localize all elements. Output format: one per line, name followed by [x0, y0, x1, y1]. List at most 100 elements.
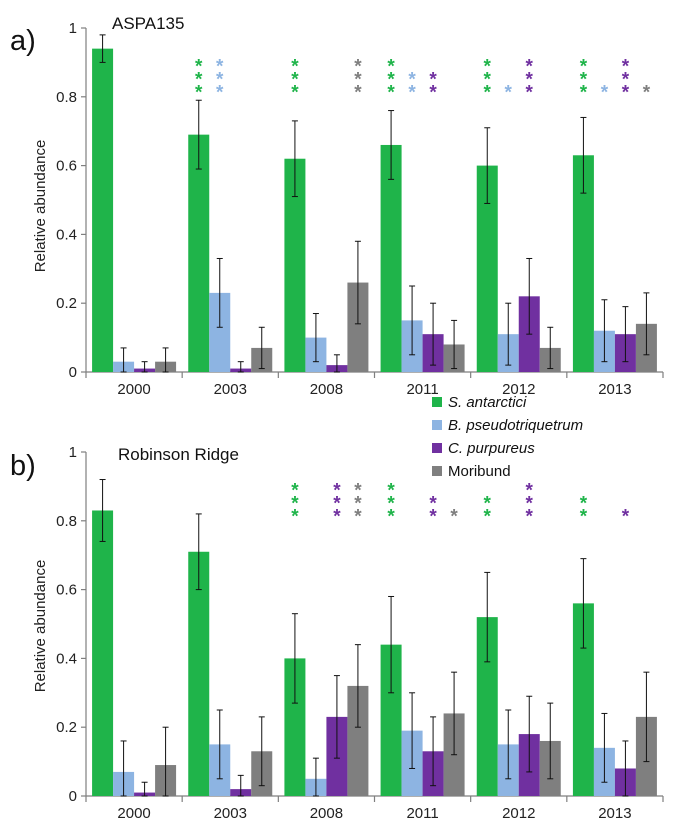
legend-swatch-b-pseudotriquetrum	[432, 420, 442, 430]
significance-star: *	[291, 480, 299, 501]
x-tick-label: 2008	[310, 805, 343, 822]
legend: S. antarctici B. pseudotriquetrum C. pur…	[432, 394, 583, 480]
x-tick-label: 2000	[117, 381, 150, 398]
bar	[188, 134, 210, 372]
bar	[188, 551, 210, 796]
x-tick-label: 2011	[406, 381, 438, 398]
panel-title: ASPA135	[112, 14, 184, 33]
significance-star: *	[333, 480, 341, 501]
significance-star: *	[354, 493, 362, 514]
significance-star: *	[526, 480, 534, 501]
panel-letter: a)	[10, 25, 36, 57]
significance-star: *	[387, 480, 395, 501]
y-tick-label: 0.4	[56, 650, 77, 667]
significance-star: *	[526, 493, 534, 514]
significance-star: *	[387, 493, 395, 514]
y-axis-label: Relative abundance	[32, 560, 49, 693]
x-tick-label: 2013	[598, 381, 631, 398]
bar	[209, 292, 231, 372]
significance-star: *	[429, 493, 437, 514]
significance-star: *	[526, 69, 534, 90]
y-tick-label: 0.4	[56, 226, 77, 243]
significance-star: *	[291, 493, 299, 514]
x-tick-label: 2012	[502, 381, 535, 398]
x-tick-label: 2011	[406, 805, 438, 822]
bar	[284, 658, 306, 796]
significance-star: *	[387, 69, 395, 90]
significance-star: *	[354, 506, 362, 527]
legend-label: C. purpureus	[448, 440, 535, 457]
y-tick-label: 1	[69, 444, 77, 461]
bar	[380, 144, 402, 372]
significance-star: *	[505, 82, 513, 103]
legend-swatch-moribund	[432, 466, 442, 476]
significance-star: *	[484, 82, 492, 103]
y-tick-label: 0.2	[56, 295, 77, 312]
x-tick-label: 2012	[502, 805, 535, 822]
significance-star: *	[429, 506, 437, 527]
significance-star: *	[354, 82, 362, 103]
significance-star: *	[450, 506, 458, 527]
significance-star: *	[387, 82, 395, 103]
x-tick-label: 2003	[214, 805, 247, 822]
significance-star: *	[354, 480, 362, 501]
panel-title: Robinson Ridge	[118, 445, 239, 464]
significance-star: *	[195, 56, 203, 77]
y-tick-label: 0.8	[56, 89, 77, 106]
legend-label: B. pseudotriquetrum	[448, 417, 583, 434]
significance-star: *	[354, 69, 362, 90]
significance-star: *	[622, 56, 630, 77]
significance-star: *	[526, 506, 534, 527]
significance-star: *	[333, 506, 341, 527]
significance-star: *	[622, 506, 630, 527]
significance-star: *	[526, 56, 534, 77]
significance-star: *	[622, 69, 630, 90]
x-tick-label: 2013	[598, 805, 631, 822]
significance-star: *	[484, 506, 492, 527]
significance-star: *	[580, 506, 588, 527]
legend-label: Moribund	[448, 463, 511, 480]
bar	[92, 48, 114, 372]
bar	[284, 158, 306, 372]
significance-star: *	[580, 69, 588, 90]
significance-star: *	[291, 56, 299, 77]
legend-label: S. antarctici	[448, 394, 527, 411]
panel-a: a) ASPA135 Relative abundance 0 0.2 0.4 0.6…	[10, 14, 664, 398]
significance-star: *	[195, 82, 203, 103]
significance-star: *	[580, 82, 588, 103]
y-tick-label: 1	[69, 20, 77, 37]
legend-swatch-c-purpureus	[432, 443, 442, 453]
y-tick-label: 0	[69, 364, 77, 381]
significance-star: *	[291, 69, 299, 90]
significance-star: *	[580, 493, 588, 514]
significance-star: *	[580, 56, 588, 77]
significance-star: *	[622, 82, 630, 103]
y-tick-label: 0.2	[56, 719, 77, 736]
panel-b: b) Robinson Ridge Relative abundance 0 0.…	[10, 444, 664, 822]
significance-star: *	[526, 82, 534, 103]
significance-star: *	[484, 493, 492, 514]
x-tick-label: 2000	[117, 805, 150, 822]
significance-star: *	[484, 69, 492, 90]
significance-star: *	[484, 56, 492, 77]
bar	[347, 282, 369, 372]
significance-star: *	[354, 56, 362, 77]
bar	[572, 603, 594, 796]
x-tick-label: 2008	[310, 381, 343, 398]
significance-star: *	[291, 506, 299, 527]
significance-star: *	[216, 69, 224, 90]
significance-star: *	[195, 69, 203, 90]
significance-star: *	[387, 56, 395, 77]
y-tick-label: 0	[69, 788, 77, 805]
bar	[572, 155, 594, 372]
y-tick-label: 0.6	[56, 582, 77, 599]
significance-star: *	[291, 82, 299, 103]
significance-star: *	[408, 82, 416, 103]
significance-star: *	[408, 69, 416, 90]
significance-star: *	[387, 506, 395, 527]
bar	[92, 510, 114, 796]
significance-star: *	[429, 69, 437, 90]
significance-star: *	[601, 82, 609, 103]
bar	[347, 685, 369, 796]
